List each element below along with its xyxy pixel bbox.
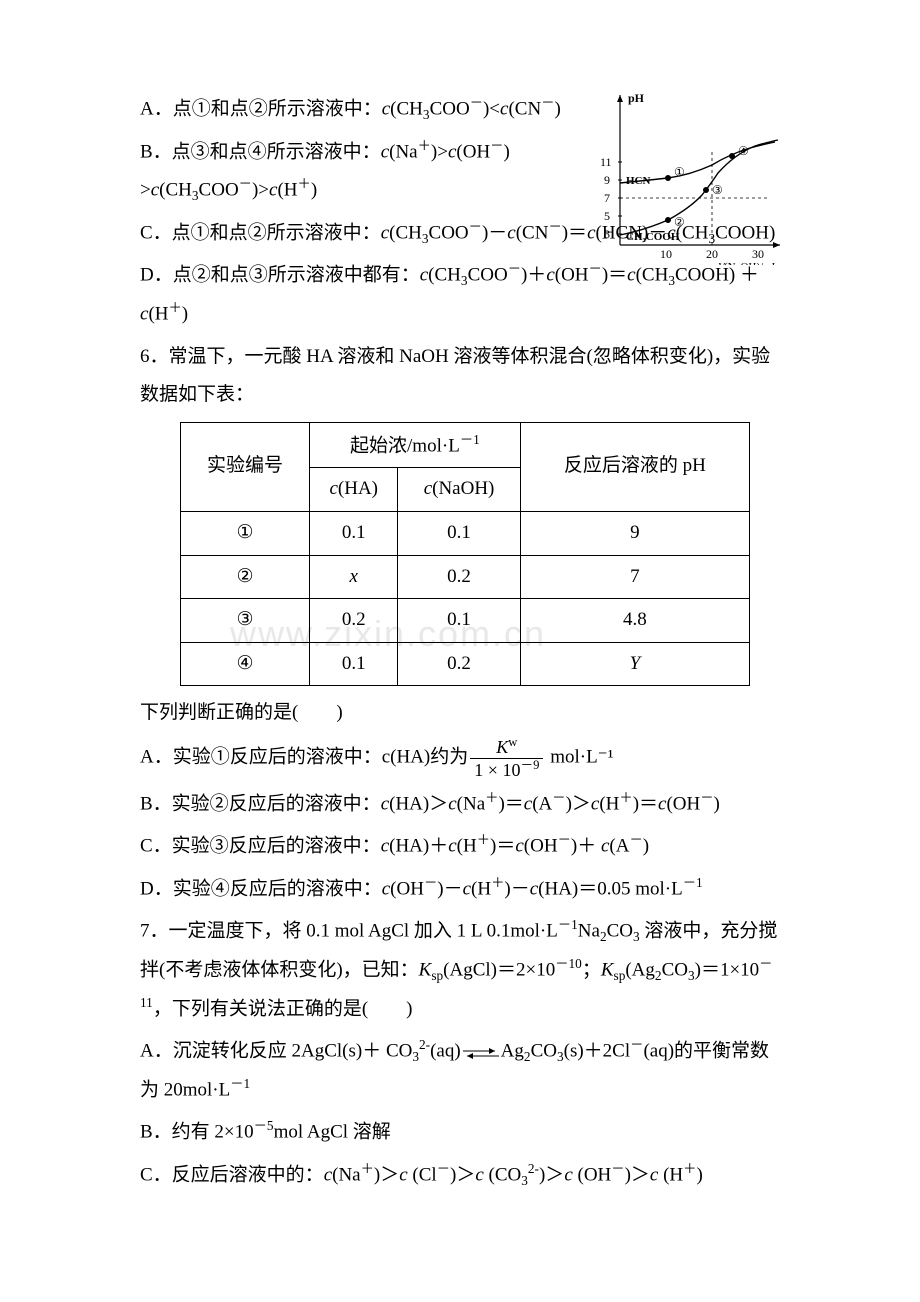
q6-option-b: B．实验②反应后的溶液中：c(HA)＞c(Na＋)＝c(A－)＞c(H＋)＝c(… (140, 785, 785, 823)
table-header-ph: 反应后溶液的 pH (520, 422, 749, 512)
table-row: ④ 0.1 0.2 Y (181, 642, 750, 686)
table-header-conc: 起始浓/mol·L－1 (310, 422, 521, 468)
table-header-cha: c(HA) (310, 468, 398, 512)
cell: 0.2 (398, 642, 520, 686)
table-header-expno: 实验编号 (181, 422, 310, 512)
cell: 4.8 (520, 599, 749, 643)
table-row: ③ 0.2 0.1 4.8 (181, 599, 750, 643)
table-row: ① 0.1 0.1 9 (181, 512, 750, 556)
q5-option-b: B．点③和点④所示溶液中：c(Na＋)>c(OH－) >c(CH3COO－)>c… (140, 133, 580, 210)
q7-option-a: A．沉淀转化反应 2AgCl(s)＋ CO32-(aq)Ag2CO3(s)＋2C… (140, 1032, 785, 1109)
q5-option-d: D．点②和点③所示溶液中都有：c(CH3COO－)＋c(OH－)＝c(CH3CO… (140, 256, 785, 333)
cell: 7 (520, 555, 749, 599)
q6-intro: 6．常温下，一元酸 HA 溶液和 NaOH 溶液等体积混合(忽略体积变化)，实验… (140, 338, 785, 414)
cell: Y (520, 642, 749, 686)
cell: 0.1 (310, 512, 398, 556)
cell: ③ (181, 599, 310, 643)
experiment-table: 实验编号 起始浓/mol·L－1 反应后溶液的 pH c(HA) c(NaOH)… (180, 422, 750, 687)
q7-intro: 7．一定温度下，将 0.1 mol AgCl 加入 1 L 0.1mol·L－1… (140, 912, 785, 1028)
cell: 9 (520, 512, 749, 556)
table-header-cnaoh: c(NaOH) (398, 468, 520, 512)
q5-option-c: C．点①和点②所示溶液中：c(CH3COO－)－c(CN－)＝c(HCN)－c(… (140, 214, 785, 253)
q7-option-c: C．反应后溶液中的：c(Na＋)＞c (Cl－)＞c (CO32-)＞c (OH… (140, 1156, 785, 1195)
cell: ② (181, 555, 310, 599)
q6-option-c: C．实验③反应后的溶液中：c(HA)＋c(H＋)＝c(OH－)＋ c(A－) (140, 827, 785, 865)
q6-option-d: D．实验④反应后的溶液中：c(OH－)－c(H＋)－c(HA)＝0.05 mol… (140, 870, 785, 908)
cell: 0.1 (398, 599, 520, 643)
q6-judge: 下列判断正确的是( ) (140, 694, 785, 732)
q6-option-a: A．实验①反应后的溶液中：c(HA)约为Kw1 × 10－9 mol·L⁻¹ (140, 736, 785, 781)
q5-option-a: A．点①和点②所示溶液中：c(CH3COO－)<c(CN－) (140, 90, 580, 129)
cell: ④ (181, 642, 310, 686)
cell: 0.2 (398, 555, 520, 599)
q7-option-b: B．约有 2×10－5mol AgCl 溶解 (140, 1113, 785, 1151)
cell: 0.1 (310, 642, 398, 686)
cell: x (310, 555, 398, 599)
cell: 0.1 (398, 512, 520, 556)
cell: ① (181, 512, 310, 556)
table-row: ② x 0.2 7 (181, 555, 750, 599)
cell: 0.2 (310, 599, 398, 643)
